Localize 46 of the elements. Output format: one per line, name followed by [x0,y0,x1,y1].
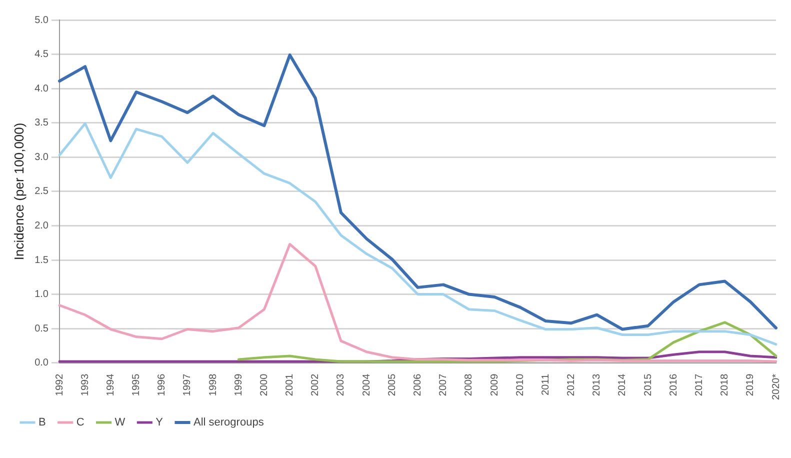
legend-label: All serogroups [194,416,264,429]
x-tick-label: 2011 [540,373,552,396]
x-tick-label: 2009 [489,373,500,396]
x-tick-label: 1997 [182,373,194,396]
legend-label: C [76,416,84,429]
x-tick-label: 2014 [617,373,628,396]
x-tick-label: 2019 [745,373,756,396]
x-tick-label: 2012 [566,373,578,396]
x-tick-label: 2008 [464,373,475,396]
y-tick-label: 2.5 [34,186,49,198]
x-tick-label: 2007 [438,373,450,396]
x-tick-label: 1999 [233,373,244,396]
x-tick-label: 2005 [386,373,398,396]
x-tick-label: 2002 [310,373,322,396]
y-tick-label: 5.0 [34,14,49,26]
x-tick-label: 1994 [105,373,116,396]
x-tick-label: 2006 [412,373,424,396]
legend-label: B [38,416,46,429]
y-tick-label: 2.0 [34,220,49,232]
x-tick-label: 1993 [80,373,91,396]
y-tick-label: 4.0 [34,83,49,94]
x-tick-label: 2004 [361,373,372,396]
x-tick-label: 2017 [694,373,705,396]
x-tick-label: 1998 [208,373,219,396]
x-tick-label: 2000 [258,373,270,396]
legend-label: W [114,416,126,429]
x-tick-label: 2013 [592,373,603,396]
legend-label: Y [156,416,164,429]
y-tick-label: 3.5 [34,118,49,129]
x-tick-label: 2001 [284,373,296,396]
y-axis-title: Incidence (per 100,000) [11,122,26,260]
x-tick-label: 2018 [720,373,731,396]
y-tick-label: 4.5 [34,49,49,60]
x-tick-label: 2003 [336,373,347,396]
y-tick-label: 0.5 [34,323,49,334]
y-tick-label: 1.5 [34,254,49,266]
x-tick-label: 1992 [54,373,66,396]
y-tick-label: 0.0 [34,358,49,369]
y-tick-label: 1.0 [34,289,49,300]
x-tick-label: 2020* [770,374,782,400]
y-tick-label: 3.0 [34,152,49,163]
x-tick-label: 2010 [514,373,526,396]
x-tick-label: 1995 [131,373,142,396]
x-tick-label: 1996 [156,373,168,396]
x-tick-label: 2015 [642,373,654,396]
x-tick-label: 2016 [668,373,680,396]
